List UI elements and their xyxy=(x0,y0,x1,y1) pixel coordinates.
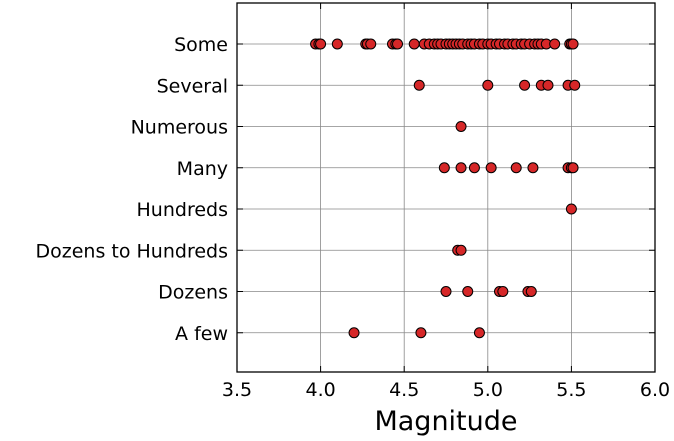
data-point xyxy=(365,38,377,50)
data-point xyxy=(473,327,485,339)
y-tick-label: A few xyxy=(175,323,228,345)
data-point xyxy=(408,38,420,50)
x-tick-label: 4.0 xyxy=(305,379,335,401)
data-point xyxy=(413,79,425,91)
data-point xyxy=(519,79,531,91)
y-tick-label: Dozens to Hundreds xyxy=(36,240,229,262)
data-point xyxy=(455,244,467,256)
data-point xyxy=(462,286,474,297)
y-tick-label: Many xyxy=(177,158,228,180)
data-point xyxy=(485,162,497,174)
x-tick-label: 4.5 xyxy=(389,379,419,401)
data-point xyxy=(567,162,579,174)
data-point xyxy=(567,38,579,50)
y-tick-label: Several xyxy=(157,75,228,97)
y-tick-label: Hundreds xyxy=(137,199,228,221)
x-tick-label: 5.0 xyxy=(473,379,503,401)
data-point xyxy=(415,327,427,339)
grid-lines xyxy=(236,3,656,372)
data-point xyxy=(565,203,577,215)
data-point xyxy=(510,162,522,174)
data-point xyxy=(497,286,509,297)
data-point xyxy=(315,38,327,50)
data-point xyxy=(348,327,360,339)
data-point xyxy=(542,79,554,91)
axis-ticks xyxy=(236,3,656,372)
tick-labels: 3.5 4.0 4.5 5.0 5.5 6.0 A few Dozens Dozens to H… xyxy=(36,34,671,401)
data-point xyxy=(440,286,452,297)
data-point xyxy=(455,162,467,174)
data-point xyxy=(549,38,561,50)
y-tick-label: Numerous xyxy=(131,117,228,139)
data-point xyxy=(392,38,404,50)
data-points xyxy=(310,38,581,339)
x-tick-label: 3.5 xyxy=(222,379,252,401)
data-point xyxy=(525,286,537,297)
y-tick-label: Some xyxy=(174,34,228,56)
x-tick-label: 6.0 xyxy=(640,379,670,401)
plot-frame xyxy=(236,2,656,373)
data-point xyxy=(468,162,480,174)
data-point xyxy=(331,38,343,50)
data-point xyxy=(455,121,467,132)
x-axis-title: Magnitude xyxy=(374,406,517,437)
data-point xyxy=(438,162,450,174)
x-tick-label: 5.5 xyxy=(556,379,586,401)
data-point xyxy=(482,79,494,91)
y-tick-label: Dozens xyxy=(158,282,228,304)
data-point xyxy=(569,79,581,91)
data-point xyxy=(527,162,539,174)
